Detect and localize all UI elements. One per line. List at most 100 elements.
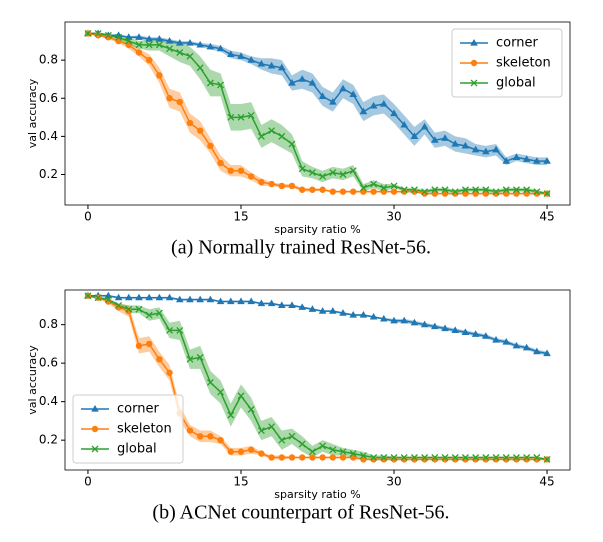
marker — [104, 296, 112, 304]
y-tick-label: 0.8 — [39, 317, 58, 331]
marker — [206, 295, 215, 303]
marker — [124, 33, 133, 40]
plot-area — [87, 32, 548, 195]
marker — [513, 456, 520, 463]
marker — [380, 99, 388, 107]
marker — [390, 316, 398, 324]
marker — [298, 75, 306, 82]
marker — [155, 309, 163, 317]
y-axis-label: val accuracy — [26, 345, 39, 415]
marker — [145, 293, 153, 301]
marker — [135, 49, 143, 56]
marker — [186, 38, 194, 46]
marker — [461, 454, 469, 461]
marker — [227, 411, 235, 419]
marker — [298, 303, 306, 310]
marker — [217, 81, 225, 89]
marker — [543, 190, 551, 198]
marker — [319, 172, 327, 180]
marker — [196, 64, 204, 72]
y-tick-label: 0.8 — [39, 53, 58, 67]
marker — [257, 427, 265, 434]
legend-box — [72, 394, 184, 464]
marker — [400, 186, 408, 194]
marker — [247, 446, 255, 453]
x-axis-label: sparsity ratio % — [274, 488, 360, 501]
marker — [268, 180, 275, 188]
marker — [237, 297, 245, 305]
marker — [288, 432, 296, 440]
marker — [186, 427, 194, 434]
marker — [543, 157, 551, 164]
marker — [196, 295, 204, 303]
marker — [237, 167, 245, 174]
marker — [125, 307, 132, 315]
marker — [369, 101, 378, 109]
axes-frame — [64, 21, 571, 206]
marker — [247, 56, 255, 63]
marker — [380, 184, 388, 192]
y-tick-label: 0.4 — [39, 129, 58, 143]
marker — [462, 456, 469, 463]
marker — [124, 293, 133, 301]
marker — [237, 392, 245, 400]
marker — [359, 184, 367, 192]
marker — [145, 340, 153, 348]
legend-label: global — [117, 442, 157, 457]
marker — [420, 320, 429, 328]
marker — [400, 316, 409, 324]
marker — [227, 448, 234, 455]
marker — [247, 405, 255, 413]
marker — [319, 186, 326, 193]
marker — [339, 188, 347, 195]
marker — [512, 454, 520, 461]
x-tick-label: 30 — [386, 475, 401, 489]
marker — [512, 341, 521, 349]
marker — [206, 42, 215, 50]
marker — [482, 454, 490, 461]
marker — [492, 454, 500, 461]
marker — [226, 50, 235, 58]
marker — [410, 318, 419, 326]
marker — [533, 454, 541, 461]
marker — [401, 456, 408, 463]
marker — [135, 33, 143, 40]
marker — [135, 342, 143, 350]
marker — [257, 132, 265, 140]
marker — [258, 450, 265, 457]
marker — [145, 56, 153, 64]
marker — [390, 109, 398, 117]
marker — [421, 454, 429, 461]
marker — [318, 92, 327, 99]
marker — [502, 454, 510, 461]
marker — [390, 188, 398, 195]
marker — [166, 45, 174, 53]
marker — [329, 188, 337, 195]
marker — [114, 31, 123, 38]
marker — [441, 134, 449, 141]
marker — [329, 169, 337, 177]
marker — [186, 119, 194, 127]
marker — [420, 122, 429, 130]
marker — [298, 440, 306, 448]
marker — [288, 182, 296, 190]
marker — [533, 190, 541, 197]
marker — [471, 330, 480, 337]
marker — [145, 311, 153, 319]
marker — [226, 297, 235, 305]
marker — [441, 186, 449, 194]
marker — [166, 326, 174, 334]
marker — [257, 59, 266, 67]
series-line — [87, 32, 548, 195]
legend-label: corner — [496, 36, 538, 51]
marker — [309, 186, 316, 193]
marker — [135, 305, 143, 313]
marker — [533, 347, 541, 355]
x-tick-label: 15 — [233, 475, 248, 489]
marker — [105, 298, 112, 305]
marker — [114, 293, 123, 301]
marker — [329, 454, 337, 461]
error-band — [87, 32, 548, 165]
marker — [278, 436, 286, 444]
marker — [94, 294, 102, 302]
